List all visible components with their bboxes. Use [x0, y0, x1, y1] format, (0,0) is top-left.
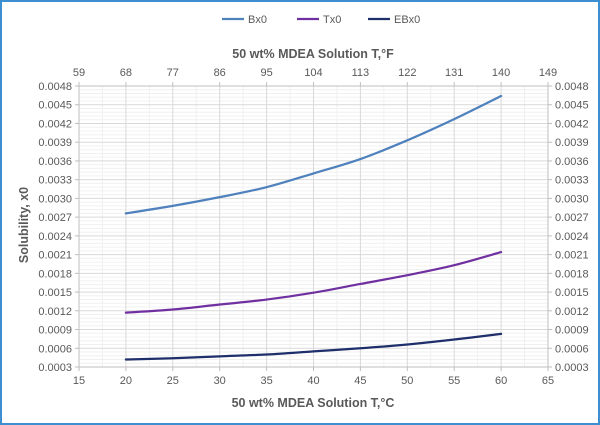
x-tick-label: 25 — [167, 375, 179, 387]
series-line-tx0 — [124, 250, 503, 314]
y-tick-label: 0.0009 — [38, 325, 72, 337]
y-axis-title: Solubility, x0 — [17, 187, 31, 263]
x2-tick-label: 122 — [398, 67, 416, 79]
y2-tick-label: 0.0009 — [555, 325, 589, 337]
series-line-ebx0 — [124, 332, 503, 361]
x-tick-label: 40 — [307, 375, 319, 387]
y-tick-label: 0.0006 — [38, 343, 72, 355]
x-tick-label: 35 — [260, 375, 272, 387]
x2-tick-label: 95 — [260, 67, 272, 79]
y-tick-label: 0.0048 — [38, 81, 72, 93]
x-tick-label: 65 — [542, 375, 554, 387]
y2-tick-label: 0.0033 — [555, 175, 589, 187]
y-tick-label: 0.0039 — [38, 137, 72, 149]
x-tick-label: 55 — [448, 375, 460, 387]
y-tick-label: 0.0042 — [38, 118, 72, 130]
x2-tick-label: 131 — [445, 67, 463, 79]
gridlines — [78, 85, 549, 368]
y2-tick-label: 0.0024 — [555, 231, 589, 243]
y2-tick-label: 0.0027 — [555, 212, 589, 224]
x-tick-label: 30 — [214, 375, 226, 387]
x2-tick-label: 86 — [214, 67, 226, 79]
y-tick-label: 0.0021 — [38, 250, 72, 262]
x2-tick-label: 104 — [304, 67, 322, 79]
x2-tick-label: 68 — [120, 67, 132, 79]
y2-tick-label: 0.0039 — [555, 137, 589, 149]
x2-tick-label: 140 — [492, 67, 510, 79]
y-tick-label: 0.0033 — [38, 175, 72, 187]
y-tick-label: 0.0024 — [38, 231, 72, 243]
y2-tick-label: 0.0042 — [555, 118, 589, 130]
top-x-axis-title: 50 wt% MDEA Solution T,°F — [232, 47, 394, 61]
legend: Bx0 Tx0 EBx0 — [222, 14, 420, 26]
x-tick-label: 60 — [495, 375, 507, 387]
x2-tick-label: 149 — [539, 67, 557, 79]
y-tick-label: 0.0018 — [38, 268, 72, 280]
y-tick-label: 0.0012 — [38, 306, 72, 318]
series-line-bx0 — [124, 94, 503, 215]
y-tick-label: 0.0045 — [38, 100, 72, 112]
legend-label-tx0: Tx0 — [323, 14, 341, 26]
axes: 15 20 25 30 35 40 45 50 55 60 65 59 68 77 86 95 104 113 12… — [38, 67, 588, 387]
y2-tick-label: 0.0048 — [555, 81, 589, 93]
y-tick-label: 0.0027 — [38, 212, 72, 224]
y2-tick-label: 0.0015 — [555, 287, 589, 299]
y2-tick-label: 0.0030 — [555, 193, 589, 205]
y-tick-label: 0.0030 — [38, 193, 72, 205]
y-tick-label: 0.0003 — [38, 362, 72, 374]
y2-tick-label: 0.0036 — [555, 156, 589, 168]
y2-tick-label: 0.0045 — [555, 100, 589, 112]
y-tick-label: 0.0036 — [38, 156, 72, 168]
y-tick-label: 0.0015 — [38, 287, 72, 299]
y2-tick-label: 0.0003 — [555, 362, 589, 374]
x-tick-label: 45 — [354, 375, 366, 387]
y2-tick-label: 0.0021 — [555, 250, 589, 262]
x2-tick-label: 59 — [73, 67, 85, 79]
x-tick-label: 15 — [73, 375, 85, 387]
legend-label-ebx0: EBx0 — [394, 14, 420, 26]
y2-tick-label: 0.0012 — [555, 306, 589, 318]
x-tick-label: 50 — [401, 375, 413, 387]
legend-label-bx0: Bx0 — [248, 14, 267, 26]
y2-tick-label: 0.0018 — [555, 268, 589, 280]
y2-tick-label: 0.0006 — [555, 343, 589, 355]
x-axis-title: 50 wt% MDEA Solution T,°C — [232, 396, 395, 410]
x2-tick-label: 77 — [167, 67, 179, 79]
x2-tick-label: 113 — [352, 67, 370, 79]
x-tick-label: 20 — [120, 375, 132, 387]
series-lines — [124, 94, 503, 361]
